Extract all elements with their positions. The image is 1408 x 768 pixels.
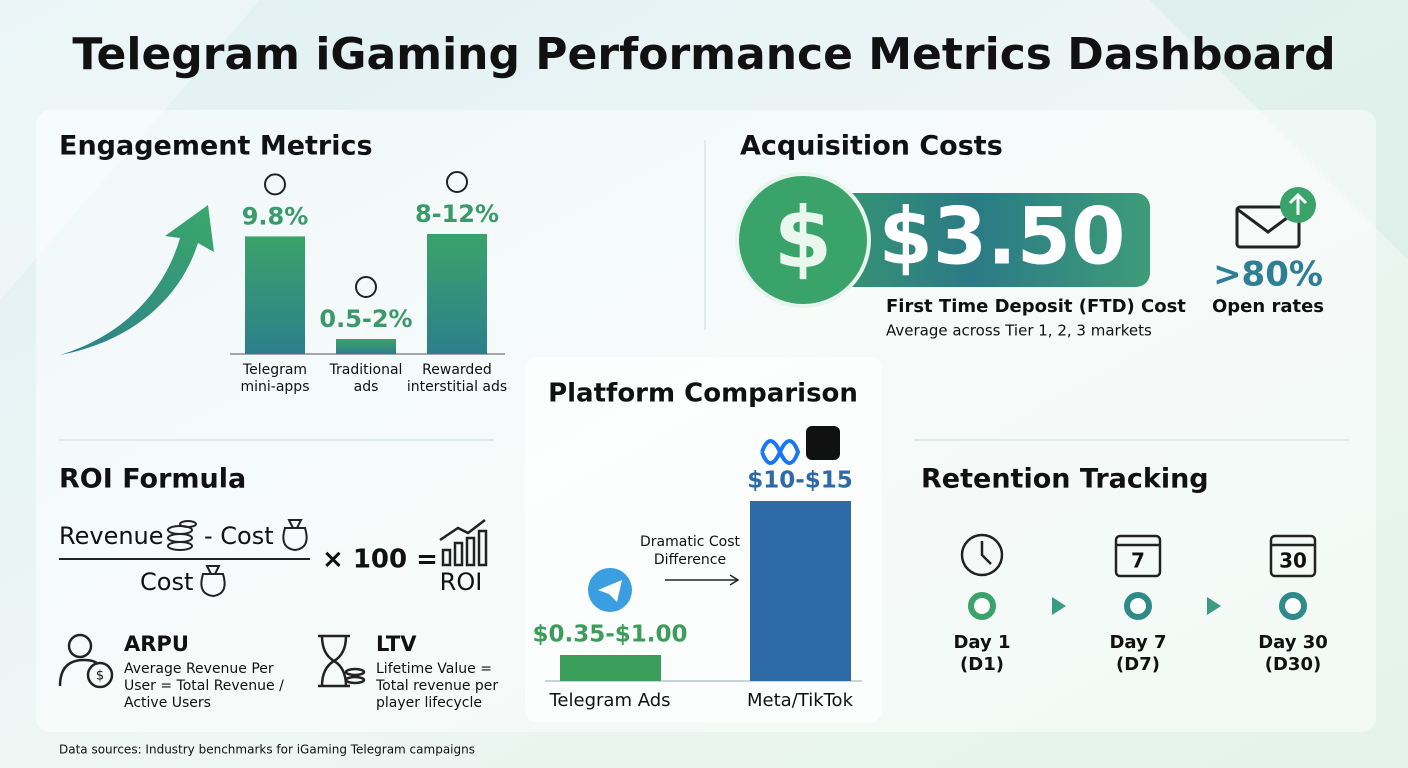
dollar-icon: $: [96, 669, 104, 684]
value-label: 0.5-2%: [319, 305, 412, 333]
heading: ROI Formula: [59, 464, 246, 495]
metric-icon: [446, 171, 468, 193]
formula-text: × 100 =: [322, 545, 438, 575]
milestone-label: Day 30: [1258, 632, 1328, 653]
cost-label: First Time Deposit (FTD) Cost: [886, 296, 1186, 317]
metric-description: Total revenue per: [375, 678, 498, 694]
dollar-icon: $: [774, 189, 832, 287]
bag-icon: [282, 519, 308, 552]
metric-description: User = Total Revenue /: [124, 678, 284, 694]
formula-text: Revenue: [59, 522, 164, 550]
footer: Data sources: Industry benchmarks for iG…: [59, 743, 475, 757]
metric-description: Lifetime Value =: [376, 661, 492, 677]
bar: [560, 655, 661, 681]
metric-description: Active Users: [124, 695, 211, 711]
clock-icon: [960, 533, 1004, 577]
hourglass-icon: [318, 634, 366, 688]
milestone-node: [968, 592, 996, 620]
dollar-circle: [735, 172, 871, 308]
category-label: Telegram: [242, 362, 307, 378]
formula-text: Cost: [140, 568, 193, 596]
annotation: Dramatic Cost: [640, 534, 740, 550]
open-rate: >80%: [1213, 255, 1323, 295]
metric-icon: [355, 276, 377, 298]
calendar-label: 7: [1131, 549, 1145, 573]
metric-name: LTV: [376, 632, 417, 656]
calendar-icon: [1269, 534, 1317, 578]
calendar-icon: [1114, 534, 1162, 578]
telegram-plane: [598, 580, 622, 602]
category-label: Meta/TikTok: [747, 690, 854, 711]
heading: Platform Comparison: [548, 379, 858, 409]
bag-icon: [200, 565, 226, 598]
growth-arrow: [60, 205, 214, 355]
cost-value: $3.50: [879, 192, 1126, 282]
clock-hands: [980, 541, 992, 565]
category-label: Telegram Ads: [549, 690, 671, 711]
user-icon: [58, 633, 114, 689]
cost-note: Average across Tier 1, 2, 3 markets: [886, 322, 1152, 340]
formula-text: - Cost: [204, 522, 274, 550]
metric-icon: [264, 173, 286, 196]
bar: [245, 236, 305, 354]
title: Telegram iGaming Performance Metrics Das…: [72, 29, 1335, 80]
milestone-code: (D1): [960, 654, 1004, 675]
metric-description: player lifecycle: [376, 695, 482, 711]
milestone-code: (D30): [1265, 654, 1321, 675]
bar: [750, 501, 851, 681]
value-label: 9.8%: [242, 202, 309, 230]
heading: Retention Tracking: [921, 464, 1209, 495]
value-label: $0.35-$1.00: [532, 622, 687, 648]
heading: Engagement Metrics: [59, 131, 373, 162]
category-label: Traditional: [329, 362, 403, 378]
milestone-node: [1124, 592, 1152, 620]
bar: [427, 234, 487, 354]
category-label: Rewarded: [422, 362, 492, 378]
value-label: $10-$15: [747, 468, 853, 494]
milestone-label: Day 1: [953, 632, 1010, 653]
tiktok-icon: [806, 426, 840, 460]
milestone-node: [1279, 592, 1307, 620]
category-label: ads: [354, 379, 379, 395]
category-label: interstitial ads: [407, 379, 507, 395]
category-label: mini-apps: [241, 379, 310, 395]
metric-description: Average Revenue Per: [124, 661, 274, 677]
meta-icon: [760, 439, 801, 465]
open-rate-label: Open rates: [1212, 296, 1324, 317]
cost-pill: [790, 193, 1150, 287]
up-arrow: [1288, 192, 1308, 215]
annotation-arrowhead: [729, 574, 740, 586]
milestone-code: (D7): [1116, 654, 1160, 675]
heading: Acquisition Costs: [740, 131, 1003, 162]
bar: [336, 339, 396, 354]
formula-text: ROI: [440, 568, 483, 596]
chart-icon: [439, 519, 488, 567]
metric-name: ARPU: [124, 632, 189, 656]
calendar-label: 30: [1279, 549, 1307, 573]
annotation: Difference: [654, 552, 726, 568]
milestone-label: Day 7: [1109, 632, 1166, 653]
value-label: 8-12%: [415, 200, 499, 228]
coins-icon: [167, 520, 197, 551]
